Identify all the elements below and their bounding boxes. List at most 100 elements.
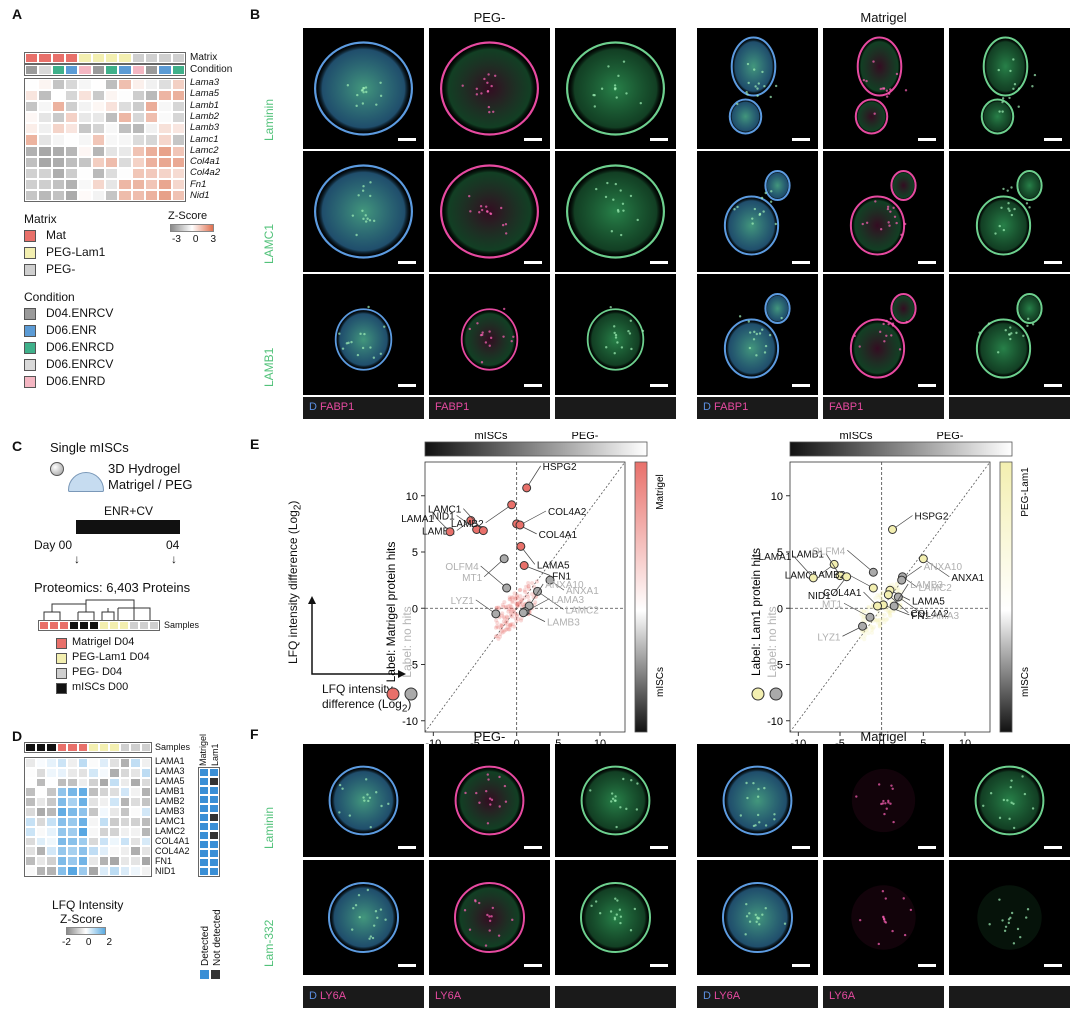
- background-point: [504, 614, 509, 619]
- speckle: [1026, 908, 1030, 911]
- background-point: [870, 626, 875, 631]
- data-point: [865, 612, 875, 622]
- heatmap-cell: [91, 112, 105, 124]
- organoid-shape: [586, 308, 645, 371]
- background-point: [530, 581, 535, 586]
- heatmap-cell: [119, 836, 130, 847]
- heatmap-cell: [88, 836, 99, 847]
- speckle: [387, 802, 390, 806]
- detection-cell: [209, 786, 219, 795]
- speckle: [1001, 919, 1004, 922]
- background-point: [519, 599, 524, 604]
- heatmap-cell: [158, 79, 172, 91]
- point-label: OLFM4: [812, 546, 846, 557]
- channel-label: FABP1: [435, 401, 470, 413]
- zscore-tick: 3: [210, 234, 216, 245]
- speckle: [607, 65, 610, 68]
- y-tick-label: 5: [412, 547, 418, 559]
- channel-label-strip: [555, 986, 676, 1008]
- panel-label-c: C: [12, 438, 23, 454]
- heatmap-cell: [78, 156, 92, 168]
- speckle: [881, 87, 884, 90]
- background-point: [875, 620, 880, 625]
- background-point: [879, 591, 884, 596]
- speckle: [1033, 73, 1037, 77]
- heatmap-cell: [140, 846, 151, 857]
- data-point: [893, 592, 903, 602]
- protein-label: LAMC1: [155, 816, 186, 826]
- matrix-cell: [38, 53, 52, 63]
- y-tick-label: 0: [412, 603, 418, 615]
- speckle: [865, 221, 869, 225]
- background-point: [861, 609, 866, 614]
- background-point: [507, 595, 512, 600]
- data-point: [897, 575, 907, 585]
- microscopy-image: [697, 860, 818, 975]
- background-point: [866, 631, 871, 636]
- channel-label-strip: D FABP1: [697, 397, 818, 419]
- label-leader: [480, 565, 507, 589]
- speckle: [1004, 329, 1007, 332]
- channel-label: FABP1: [320, 401, 355, 413]
- heatmap-cell: [98, 866, 109, 876]
- condition-cell: [118, 65, 132, 75]
- speckle: [367, 799, 370, 803]
- detection-cell: [209, 822, 219, 831]
- speckle: [774, 222, 778, 226]
- channel-label: FABP1: [714, 401, 749, 413]
- speckle: [488, 919, 492, 923]
- point-label: LYZ1: [817, 632, 841, 643]
- legend-hits-label: Label: Lam1 protein hits: [749, 548, 763, 676]
- heatmap-cell: [77, 758, 88, 768]
- top-gradient-bar: [789, 441, 1013, 457]
- background-point: [493, 625, 498, 630]
- speckle: [887, 92, 891, 95]
- speckle: [484, 205, 488, 208]
- microscopy-image: [303, 151, 424, 272]
- col-head-matrigel: Matrigel: [198, 733, 208, 766]
- heatmap-cell: [77, 836, 88, 847]
- heatmap-cell: [51, 178, 65, 190]
- heatmap-cell: [88, 807, 99, 817]
- heatmap-cell: [64, 178, 79, 190]
- speckle: [1000, 206, 1003, 209]
- sample-cell: [88, 743, 99, 752]
- background-point: [882, 620, 887, 625]
- detection-cell: [209, 804, 219, 813]
- microscopy-image: [429, 151, 550, 272]
- heatmap-cell: [78, 112, 92, 124]
- speckle: [490, 798, 494, 802]
- speckle: [891, 929, 894, 933]
- organoid-shape: [1016, 292, 1043, 325]
- speckle: [364, 220, 368, 223]
- speckle: [357, 194, 360, 197]
- organoid-shape: [890, 292, 917, 325]
- heatmap-cell: [91, 79, 105, 91]
- heatmap-cell: [119, 866, 130, 876]
- speckle: [748, 912, 751, 915]
- background-point: [512, 610, 517, 615]
- heatmap-cell: [158, 90, 172, 102]
- speckle: [1001, 110, 1004, 113]
- x-tick-label: 0: [514, 738, 520, 744]
- heatmap-cell: [67, 816, 78, 827]
- condition-cell: [144, 65, 159, 75]
- legend-hit-marker: [386, 687, 400, 701]
- speckle: [885, 807, 888, 810]
- microscopy-image: [555, 28, 676, 149]
- speckle: [487, 778, 490, 781]
- speckle: [500, 206, 503, 210]
- scale-bar: [650, 846, 668, 849]
- speckle: [475, 93, 479, 96]
- microscopy-image: [303, 744, 424, 857]
- scale-bar: [918, 261, 936, 264]
- speckle: [739, 814, 743, 817]
- speckle: [1012, 58, 1015, 61]
- condition-cell: [51, 65, 65, 75]
- speckle: [362, 86, 365, 90]
- speckle: [366, 888, 370, 892]
- speckle: [763, 85, 766, 88]
- speckle: [361, 189, 365, 192]
- detection-matrix: [198, 767, 220, 877]
- background-point: [519, 618, 524, 623]
